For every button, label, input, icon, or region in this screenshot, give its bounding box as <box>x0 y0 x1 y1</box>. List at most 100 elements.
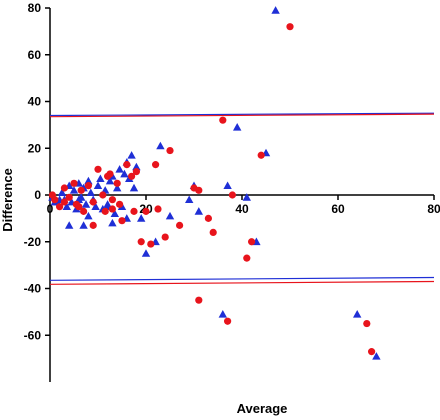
data-point-circle <box>51 196 59 204</box>
data-point-circle <box>219 116 227 124</box>
data-point-circle <box>161 233 169 241</box>
data-point-circle <box>108 205 116 213</box>
data-point-triangle <box>113 183 122 192</box>
data-point-circle <box>176 221 184 229</box>
data-point-circle <box>142 207 150 215</box>
reference-lines <box>49 112 435 285</box>
data-point-triangle <box>69 186 79 194</box>
data-point-triangle <box>242 193 251 201</box>
data-point-triangle <box>185 195 194 204</box>
y-tick-label: 0 <box>34 188 41 202</box>
data-point-circle <box>89 198 97 206</box>
data-point-triangle <box>141 249 151 257</box>
data-point-triangle <box>115 165 124 173</box>
data-points <box>48 6 381 360</box>
x-axis-title: Average <box>237 401 288 416</box>
y-tick-label: 40 <box>28 95 42 109</box>
data-point-circle <box>224 317 232 325</box>
data-point-circle <box>60 184 68 192</box>
data-point-circle <box>70 179 78 187</box>
data-point-circle <box>94 165 102 173</box>
data-point-circle <box>204 214 212 222</box>
data-point-circle <box>116 200 124 208</box>
data-point-triangle <box>110 209 119 218</box>
data-point-triangle <box>156 141 165 150</box>
data-point-triangle <box>233 123 242 131</box>
y-tick-label: 80 <box>28 1 42 15</box>
data-point-triangle <box>132 162 141 171</box>
data-point-circle <box>132 168 140 176</box>
y-tick-label: 60 <box>28 48 42 62</box>
y-tick-label: -40 <box>24 282 42 296</box>
data-point-triangle <box>57 188 67 197</box>
data-point-circle <box>137 238 145 246</box>
data-point-triangle <box>62 202 71 211</box>
limit-of-agreement-line <box>49 276 435 281</box>
data-point-triangle <box>81 200 91 208</box>
data-point-circle <box>166 146 174 155</box>
data-point-circle <box>195 186 203 194</box>
data-point-circle <box>89 221 97 229</box>
data-point-circle <box>106 170 114 178</box>
data-point-triangle <box>194 207 203 215</box>
data-point-circle <box>152 161 160 169</box>
data-point-triangle <box>93 181 103 190</box>
data-point-circle <box>75 203 83 211</box>
data-point-circle <box>154 205 162 213</box>
data-point-triangle <box>105 176 115 185</box>
data-point-circle <box>118 217 126 225</box>
data-point-circle <box>113 179 121 187</box>
y-tick-label: -20 <box>24 235 42 249</box>
data-point-triangle <box>120 169 129 178</box>
data-point-triangle <box>137 214 146 222</box>
data-point-circle <box>77 186 85 194</box>
x-tick-label: 40 <box>235 202 249 216</box>
data-point-circle <box>363 319 371 328</box>
data-point-circle <box>195 296 203 304</box>
data-point-triangle <box>91 202 100 211</box>
y-tick-label: 20 <box>28 141 42 155</box>
x-tick-label: 0 <box>47 202 54 216</box>
data-point-circle <box>228 191 236 199</box>
data-point-circle <box>209 228 217 236</box>
x-tick-label: 60 <box>331 202 345 216</box>
data-point-circle <box>368 348 376 356</box>
data-point-circle <box>147 240 155 248</box>
data-point-triangle <box>84 176 93 185</box>
data-point-triangle <box>218 310 227 318</box>
data-point-circle <box>130 207 138 215</box>
limit-of-agreement-line <box>49 112 435 117</box>
data-point-circle <box>123 161 131 169</box>
data-point-circle <box>248 238 256 246</box>
data-point-circle <box>257 151 265 159</box>
data-point-circle <box>108 196 116 204</box>
data-point-triangle <box>108 218 117 227</box>
data-point-circle <box>101 207 109 215</box>
ticks: 020406080806040200-20-40-60 <box>24 1 440 342</box>
data-point-circle <box>243 254 251 262</box>
data-point-circle <box>128 172 136 180</box>
data-point-triangle <box>79 221 88 229</box>
data-point-circle <box>60 198 68 206</box>
data-point-triangle <box>271 6 280 14</box>
data-point-circle <box>286 23 294 31</box>
data-point-circle <box>99 191 107 199</box>
limit-of-agreement-line <box>49 280 435 285</box>
data-point-triangle <box>223 181 232 190</box>
data-point-triangle <box>129 183 139 192</box>
data-point-triangle <box>372 352 381 360</box>
y-axis-title: Difference <box>0 168 15 232</box>
data-point-circle <box>65 193 73 201</box>
data-point-circle <box>56 203 64 211</box>
data-point-circle <box>84 182 92 190</box>
data-point-triangle <box>165 211 175 220</box>
data-point-triangle <box>127 151 136 159</box>
y-tick-label: -60 <box>24 328 42 342</box>
data-point-triangle <box>86 188 95 197</box>
data-point-triangle <box>84 211 93 220</box>
data-point-triangle <box>353 310 362 318</box>
data-point-circle <box>80 207 88 215</box>
data-point-triangle <box>96 174 105 182</box>
